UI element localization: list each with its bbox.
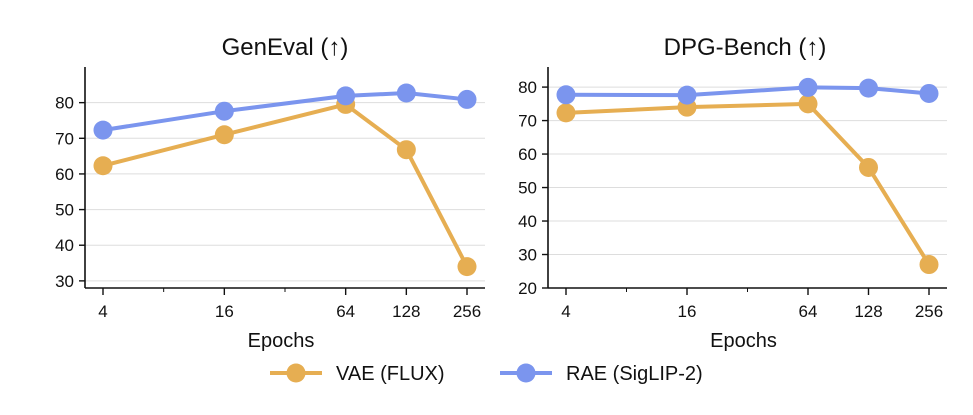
y-tick-label: 40 bbox=[518, 212, 537, 231]
data-point-vae bbox=[396, 140, 416, 160]
data-point-vae bbox=[214, 125, 234, 145]
y-tick-label: 30 bbox=[55, 272, 74, 291]
legend-marker-rae bbox=[516, 363, 536, 383]
series-line-vae bbox=[102, 102, 469, 268]
data-point-rae bbox=[396, 83, 416, 103]
y-tick-label: 20 bbox=[518, 279, 537, 298]
data-point-vae bbox=[457, 257, 477, 277]
x-tick-label: 256 bbox=[453, 302, 481, 321]
x-tick-label: 128 bbox=[392, 302, 420, 321]
y-tick-label: 80 bbox=[518, 78, 537, 97]
data-point-vae bbox=[556, 103, 576, 123]
x-axis-label: Epochs bbox=[248, 330, 315, 352]
y-tick-label: 60 bbox=[55, 165, 74, 184]
legend: VAE (FLUX) RAE (SigLIP-2) bbox=[270, 363, 703, 385]
x-tick-label: 4 bbox=[98, 302, 107, 321]
x-tick-label: 4 bbox=[561, 302, 570, 321]
chart-panel-2: 20 30 40 50 60 70 80 4 16 64 128 256 DPG-Bench (↑) Ep… bbox=[518, 34, 947, 352]
data-point-rae bbox=[798, 77, 818, 97]
chart-panel-1: 30 40 50 60 70 80 4 16 64 128 256 GenEval (↑) Epochs bbox=[55, 34, 485, 352]
series-line-vae bbox=[565, 101, 931, 266]
y-tick-label: 80 bbox=[55, 94, 74, 113]
data-point-rae bbox=[214, 101, 234, 121]
x-tick-label: 16 bbox=[215, 302, 234, 321]
y-tick-label: 50 bbox=[518, 179, 537, 198]
data-point-vae bbox=[93, 156, 113, 176]
y-tick-label: 70 bbox=[518, 112, 537, 131]
legend-label-vae: VAE (FLUX) bbox=[336, 363, 445, 385]
data-point-rae bbox=[677, 85, 697, 105]
y-tick-label: 30 bbox=[518, 246, 537, 265]
data-point-vae bbox=[798, 94, 818, 114]
data-point-rae bbox=[919, 83, 939, 103]
x-tick-label: 64 bbox=[799, 302, 818, 321]
data-point-rae bbox=[93, 120, 113, 140]
y-tick-label: 60 bbox=[518, 145, 537, 164]
y-tick-label: 50 bbox=[55, 201, 74, 220]
y-tick-label: 40 bbox=[55, 236, 74, 255]
x-tick-label: 64 bbox=[336, 302, 355, 321]
x-tick-label: 128 bbox=[854, 302, 882, 321]
chart-title: DPG-Bench (↑) bbox=[664, 34, 827, 61]
data-point-rae bbox=[859, 78, 878, 98]
legend-marker-vae bbox=[286, 363, 306, 383]
chart-title: GenEval (↑) bbox=[222, 34, 349, 61]
y-tick-label: 70 bbox=[55, 129, 74, 148]
data-point-vae bbox=[859, 157, 878, 177]
x-tick-label: 16 bbox=[678, 302, 697, 321]
x-tick-label: 256 bbox=[915, 302, 943, 321]
data-point-rae bbox=[457, 89, 477, 109]
legend-label-rae: RAE (SigLIP-2) bbox=[566, 363, 703, 385]
data-point-rae bbox=[336, 86, 356, 106]
data-point-vae bbox=[919, 255, 939, 275]
data-point-rae bbox=[556, 85, 576, 105]
x-axis-label: Epochs bbox=[710, 330, 777, 352]
